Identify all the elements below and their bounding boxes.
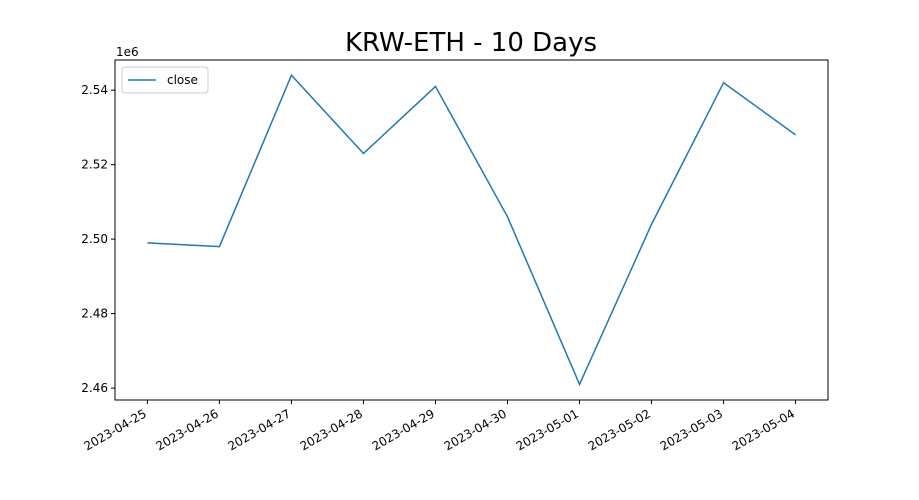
legend-label: close (167, 73, 198, 87)
y-tick-label: 2.52 (81, 158, 108, 172)
y-offset-label: 1e6 (116, 45, 139, 59)
legend-box (121, 66, 209, 94)
y-tick-label: 2.48 (81, 307, 108, 321)
y-tick-label: 2.46 (81, 381, 108, 395)
y-tick-label: 2.50 (81, 232, 108, 246)
y-tick-label: 2.54 (81, 83, 108, 97)
chart-title: KRW-ETH - 10 Days (345, 28, 597, 58)
line (147, 73, 797, 387)
plot-frame (114, 59, 829, 401)
